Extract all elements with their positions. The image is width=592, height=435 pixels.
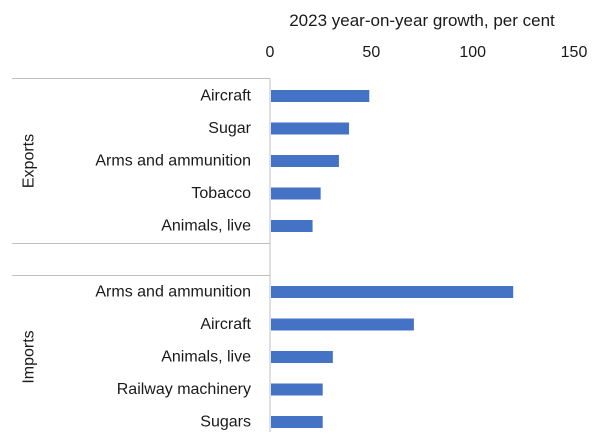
bars	[271, 90, 514, 428]
x-tick-label: 150	[561, 44, 588, 61]
group-labels: Exports Imports	[21, 134, 38, 384]
bar-imports-animals-live	[271, 351, 333, 363]
bar-exports-tobacco	[271, 187, 321, 200]
bar-imports-sugars	[271, 416, 323, 428]
chart-title: 2023 year-on-year growth, per cent	[289, 11, 555, 30]
category-label: Sugar	[208, 120, 251, 137]
x-axis-ticks: 0 50 100 150	[266, 44, 588, 61]
category-label: Arms and ammunition	[95, 284, 251, 301]
category-label: Arms and ammunition	[95, 153, 251, 170]
category-labels: Aircraft Sugar Arms and ammunition Tobacco A…	[95, 88, 251, 431]
bar-imports-aircraft	[271, 318, 414, 331]
category-label: Animals, live	[161, 218, 251, 235]
group-label-imports: Imports	[21, 330, 38, 383]
bar-imports-arms-and-ammunition	[271, 286, 514, 298]
category-axis	[12, 78, 271, 432]
category-label: Railway machinery	[117, 381, 251, 398]
bar-exports-aircraft	[271, 90, 370, 102]
x-tick-label: 100	[459, 44, 486, 61]
category-label: Aircraft	[200, 88, 251, 105]
bar-imports-railway-machinery	[271, 383, 323, 396]
bar-exports-arms-and-ammunition	[271, 155, 339, 167]
bar-exports-animals-live	[271, 220, 313, 232]
category-label: Aircraft	[200, 316, 251, 333]
category-label: Tobacco	[191, 185, 251, 202]
x-tick-label: 50	[362, 44, 380, 61]
group-label-exports: Exports	[21, 134, 38, 188]
category-label: Sugars	[200, 414, 251, 431]
bar-exports-sugar	[271, 122, 350, 135]
x-tick-label: 0	[266, 44, 275, 61]
category-label: Animals, live	[161, 349, 251, 366]
